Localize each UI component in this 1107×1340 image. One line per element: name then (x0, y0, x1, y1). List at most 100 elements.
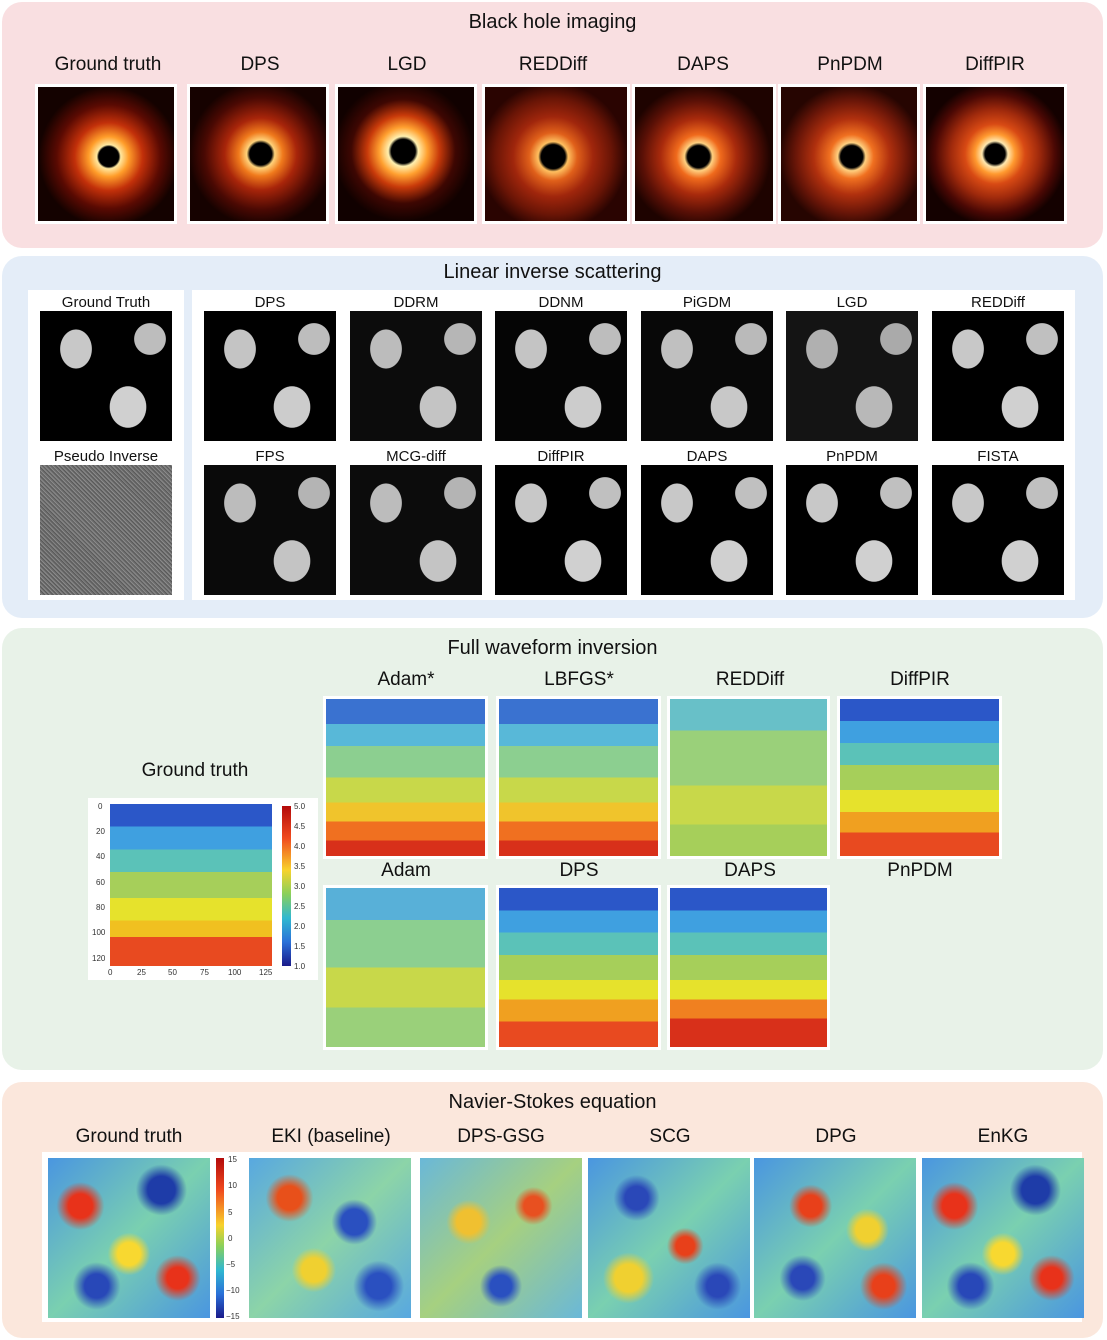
scattering-image-reddiff (932, 311, 1064, 441)
scattering-image-mcg-diff (350, 465, 482, 595)
bh-label-reddiff: REDDiff (518, 54, 588, 75)
fwi-cbar-tick-2-5: 2.5 (294, 902, 306, 911)
waveform-panel: Full waveform inversion Ground truth 0 2… (2, 628, 1103, 1070)
fwi-xtick-0: 0 (108, 968, 113, 977)
scattering-label-pseudo-inverse: Pseudo Inverse (53, 448, 159, 465)
scattering-image-dps (204, 311, 336, 441)
scattering-image-pigdm (641, 311, 773, 441)
fwi-image-adam-star (323, 696, 488, 859)
fwi-cbar-tick-3-0: 3.0 (294, 882, 306, 891)
fwi-ytick-80: 80 (96, 903, 105, 912)
fwi-ytick-40: 40 (96, 852, 105, 861)
scattering-image-fista (932, 465, 1064, 595)
ns-label-eki: EKI (baseline) (271, 1126, 391, 1147)
bh-label-dps: DPS (240, 54, 280, 75)
navier-stokes-panel: Navier-Stokes equation Ground truth EKI … (2, 1082, 1103, 1338)
bh-label-diffpir: DiffPIR (965, 54, 1025, 75)
bh-label-ground-truth: Ground truth (54, 54, 162, 75)
fwi-ytick-120: 120 (92, 954, 106, 963)
fwi-label-daps: DAPS (724, 860, 776, 881)
ns-image-eki (249, 1158, 411, 1318)
ns-label-enkg: EnKG (977, 1126, 1029, 1147)
fwi-xtick-100: 100 (228, 968, 242, 977)
ns-label-ground-truth: Ground truth (75, 1126, 183, 1147)
bh-image-dps (187, 84, 329, 224)
ns-label-dps-gsg: DPS-GSG (457, 1126, 545, 1147)
fwi-label-ground-truth: Ground truth (141, 760, 249, 781)
scattering-image-pnpdm (786, 465, 918, 595)
scattering-label-fista: FISTA (977, 448, 1019, 465)
fwi-ytick-60: 60 (96, 878, 105, 887)
fwi-cbar-tick-5-0: 5.0 (294, 802, 306, 811)
scattering-image-fps (204, 465, 336, 595)
scattering-image-ddrm (350, 311, 482, 441)
fwi-xtick-75: 75 (200, 968, 209, 977)
bh-image-lgd (335, 84, 477, 224)
scattering-image-lgd (786, 311, 918, 441)
fwi-label-diffpir: DiffPIR (890, 669, 950, 690)
bh-image-diffpir (923, 84, 1067, 224)
fwi-label-lbfgs-star: LBFGS* (544, 669, 614, 690)
scattering-label-fps: FPS (255, 448, 285, 465)
ns-cbar-tick-5: 5 (228, 1208, 233, 1217)
ns-image-dpg (754, 1158, 916, 1318)
fwi-label-adam-star: Adam* (377, 669, 435, 690)
ns-image-enkg (922, 1158, 1084, 1318)
bh-label-daps: DAPS (677, 54, 729, 75)
scattering-image-ddnm (495, 311, 627, 441)
scattering-label-ddrm: DDRM (393, 294, 439, 311)
fwi-xtick-50: 50 (168, 968, 177, 977)
fwi-image-daps (667, 885, 830, 1050)
scattering-right-box (192, 290, 1075, 600)
scattering-label-daps: DAPS (686, 448, 728, 465)
ns-cbar-tick-neg5: −5 (226, 1260, 236, 1269)
bh-image-reddiff (482, 84, 630, 224)
black-hole-title: Black hole imaging (468, 11, 637, 33)
fwi-image-ground-truth (110, 804, 272, 966)
scattering-label-ground-truth: Ground Truth (61, 294, 151, 311)
fwi-image-lbfgs-star (496, 696, 661, 859)
fwi-image-reddiff (667, 696, 830, 859)
scattering-title: Linear inverse scattering (443, 261, 662, 283)
fwi-label-reddiff: REDDiff (715, 669, 785, 690)
fwi-cbar-tick-4-0: 4.0 (294, 842, 306, 851)
fwi-xtick-125: 125 (259, 968, 273, 977)
scattering-label-pigdm: PiGDM (682, 294, 732, 311)
bh-image-pnpdm (778, 84, 920, 224)
ns-label-dpg: DPG (815, 1126, 857, 1147)
navier-stokes-title: Navier-Stokes equation (448, 1091, 657, 1113)
scattering-image-diffpir (495, 465, 627, 595)
ns-cbar-tick-neg15: −15 (226, 1312, 240, 1321)
black-hole-panel: Black hole imaging Ground truth DPS LGD … (2, 2, 1103, 248)
fwi-ytick-20: 20 (96, 827, 105, 836)
fwi-colorbar (282, 806, 291, 966)
ns-cbar-tick-10: 10 (228, 1181, 237, 1190)
bh-image-ground-truth (35, 84, 177, 224)
scattering-panel: Linear inverse scattering Ground Truth P… (2, 256, 1103, 618)
fwi-cbar-tick-3-5: 3.5 (294, 862, 306, 871)
ns-image-scg (588, 1158, 750, 1318)
bh-label-lgd: LGD (387, 54, 427, 75)
scattering-label-reddiff: REDDiff (971, 294, 1025, 311)
bh-image-daps (632, 84, 776, 224)
fwi-cbar-tick-1-5: 1.5 (294, 942, 306, 951)
ns-cbar-tick-15: 15 (228, 1155, 237, 1164)
ns-label-scg: SCG (649, 1126, 691, 1147)
scattering-label-diffpir: DiffPIR (537, 448, 585, 465)
fwi-label-adam: Adam (381, 860, 431, 881)
ns-colorbar (216, 1158, 224, 1318)
scattering-image-pseudo-inverse (40, 465, 172, 595)
scattering-label-pnpdm: PnPDM (826, 448, 878, 465)
scattering-label-lgd: LGD (836, 294, 868, 311)
waveform-title: Full waveform inversion (447, 637, 658, 659)
fwi-image-diffpir (837, 696, 1002, 859)
fwi-image-dps (496, 885, 661, 1050)
fwi-label-dps: DPS (559, 860, 599, 881)
scattering-label-ddnm: DDNM (538, 294, 584, 311)
fwi-label-pnpdm: PnPDM (887, 860, 953, 881)
fwi-cbar-tick-4-5: 4.5 (294, 822, 306, 831)
scattering-label-dps: DPS (254, 294, 286, 311)
scattering-label-mcg-diff: MCG-diff (386, 448, 446, 465)
ns-image-dps-gsg (420, 1158, 582, 1318)
ns-cbar-tick-0: 0 (228, 1234, 233, 1243)
